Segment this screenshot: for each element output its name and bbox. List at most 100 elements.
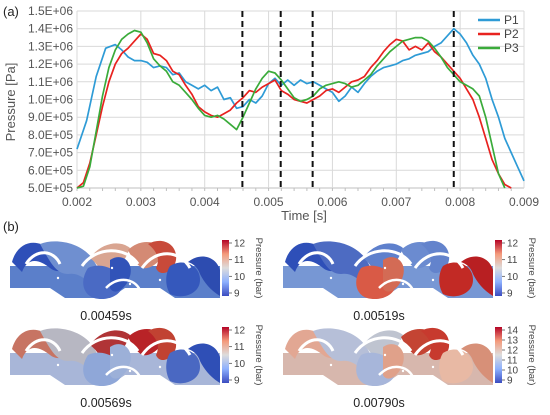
channel-wall: [297, 338, 335, 352]
channel-segment: [421, 240, 450, 274]
probe-point: [56, 363, 60, 367]
colorbar-gradient: [222, 327, 229, 383]
colorbar-gradient: [495, 327, 502, 383]
colorbar-tick-label: 12: [234, 326, 246, 337]
channel-segment: [439, 349, 473, 384]
colorbar: 12 11 10 9 Pressure (bar): [495, 238, 537, 300]
channel-wall: [80, 249, 140, 267]
snapshot-time-label: 0.00790s: [353, 396, 404, 410]
channel-segment: [148, 240, 177, 274]
colorbar-tick-label: 9: [507, 376, 513, 387]
x-axis-title: Time [s]: [281, 208, 327, 223]
channel-wall: [378, 365, 415, 378]
colorbar-tick-label: 9: [234, 376, 240, 387]
channel-segment: [188, 256, 220, 296]
colorbar-tick-label: 10: [507, 272, 519, 283]
channel-segment: [148, 327, 177, 361]
channel-segment: [188, 343, 220, 383]
series-p3-line: [76, 29, 506, 189]
colorbar-tick-label: 12: [234, 239, 246, 250]
probe-point: [431, 278, 435, 282]
channel-segment: [166, 262, 200, 297]
channel-wall: [413, 252, 465, 269]
probe-point: [158, 278, 162, 282]
channel-segment: [166, 349, 200, 384]
colorbar-tick-label: 10: [234, 272, 246, 283]
channel-segment: [110, 344, 131, 379]
colorbar-title: Pressure (bar): [526, 238, 537, 299]
panel-b-label: (b): [3, 219, 19, 234]
channel-segment: [461, 256, 493, 296]
colorbar-tick-label: 13: [507, 336, 519, 347]
snapshot-panel: 0.00790s: [283, 327, 493, 410]
probe-point: [401, 369, 405, 373]
x-tick-label: 0.002: [62, 195, 92, 209]
x-tick-label: 0.003: [126, 195, 156, 209]
colorbar-tick-label: 11: [234, 342, 245, 353]
channel-segment: [110, 257, 131, 292]
channel-segment: [383, 257, 404, 292]
y-axis-title: Pressure [Pa]: [3, 63, 18, 142]
channel-segment: [313, 241, 375, 294]
y-tick-label: 1.2E+06: [28, 57, 73, 71]
snapshot-time-label: 0.00519s: [353, 309, 404, 323]
channel-wall: [80, 336, 140, 354]
channel-wall: [297, 251, 335, 265]
channel-wall: [105, 278, 142, 291]
colorbar-title: Pressure (bar): [526, 325, 537, 386]
colorbar: 12 11 10 9 Pressure (bar): [222, 238, 264, 300]
channel-wall: [140, 339, 192, 356]
channel-wall: [353, 249, 413, 267]
y-tick-label: 8.0E+05: [28, 128, 73, 142]
x-tick-labels: 0.002 0.003 0.004 0.005 0.006 0.007 0.008 0.009: [62, 195, 539, 209]
x-tick-label: 0.006: [317, 195, 347, 209]
channel-wall: [413, 339, 465, 356]
snapshot-time-label: 0.00459s: [80, 309, 131, 323]
channel-segment: [40, 241, 102, 294]
snapshot-panel: 0.00519s: [283, 240, 493, 323]
colorbar-tick-label: 12: [507, 346, 519, 357]
probe-point: [329, 276, 333, 280]
probe-point: [431, 365, 435, 369]
snapshot-panel: 0.00569s: [10, 327, 220, 410]
grid: [76, 10, 525, 191]
probe-point: [110, 353, 114, 357]
y-tick-label: 1.3E+06: [28, 39, 73, 53]
colorbar-tick-label: 9: [507, 289, 513, 300]
channel-wall: [353, 336, 413, 354]
colorbar-title: Pressure (bar): [253, 238, 264, 299]
y-tick-label: 1.4E+06: [28, 22, 73, 36]
channel-segment: [40, 328, 102, 381]
colorbar-tick-label: 12: [507, 239, 519, 250]
channel-segment: [461, 343, 493, 383]
y-tick-label: 1.5E+06: [28, 4, 73, 18]
series-p2-line: [76, 33, 512, 189]
probe-point: [383, 353, 387, 357]
snapshot-panel: 0.00459s: [10, 240, 220, 323]
colorbar: 12 11 10 9 Pressure (bar): [222, 325, 264, 387]
probe-point: [128, 282, 132, 286]
channel-segment: [383, 344, 404, 379]
probe-point: [110, 266, 114, 270]
panel-a-label: (a): [3, 4, 19, 19]
channel-wall: [378, 278, 415, 291]
colorbar-tick-label: 10: [234, 359, 246, 370]
x-tick-label: 0.005: [254, 195, 284, 209]
legend-label-p1: P1: [504, 13, 519, 27]
probe-point: [329, 363, 333, 367]
colorbar-tick-label: 10: [507, 366, 519, 377]
colorbar-tick-label: 14: [507, 326, 519, 337]
pressure-chart: 5.0E+05 6.0E+05 7.0E+05 8.0E+05 9.0E+05 1.0E+…: [3, 4, 539, 223]
probe-point: [383, 266, 387, 270]
colorbar-gradient: [222, 240, 229, 296]
series-lines: [76, 27, 525, 189]
probe-point: [158, 365, 162, 369]
colorbar-gradient: [495, 240, 502, 296]
colorbar-tick-label: 11: [507, 356, 518, 367]
series-p1-line: [76, 27, 525, 182]
legend-label-p3: P3: [504, 41, 519, 55]
